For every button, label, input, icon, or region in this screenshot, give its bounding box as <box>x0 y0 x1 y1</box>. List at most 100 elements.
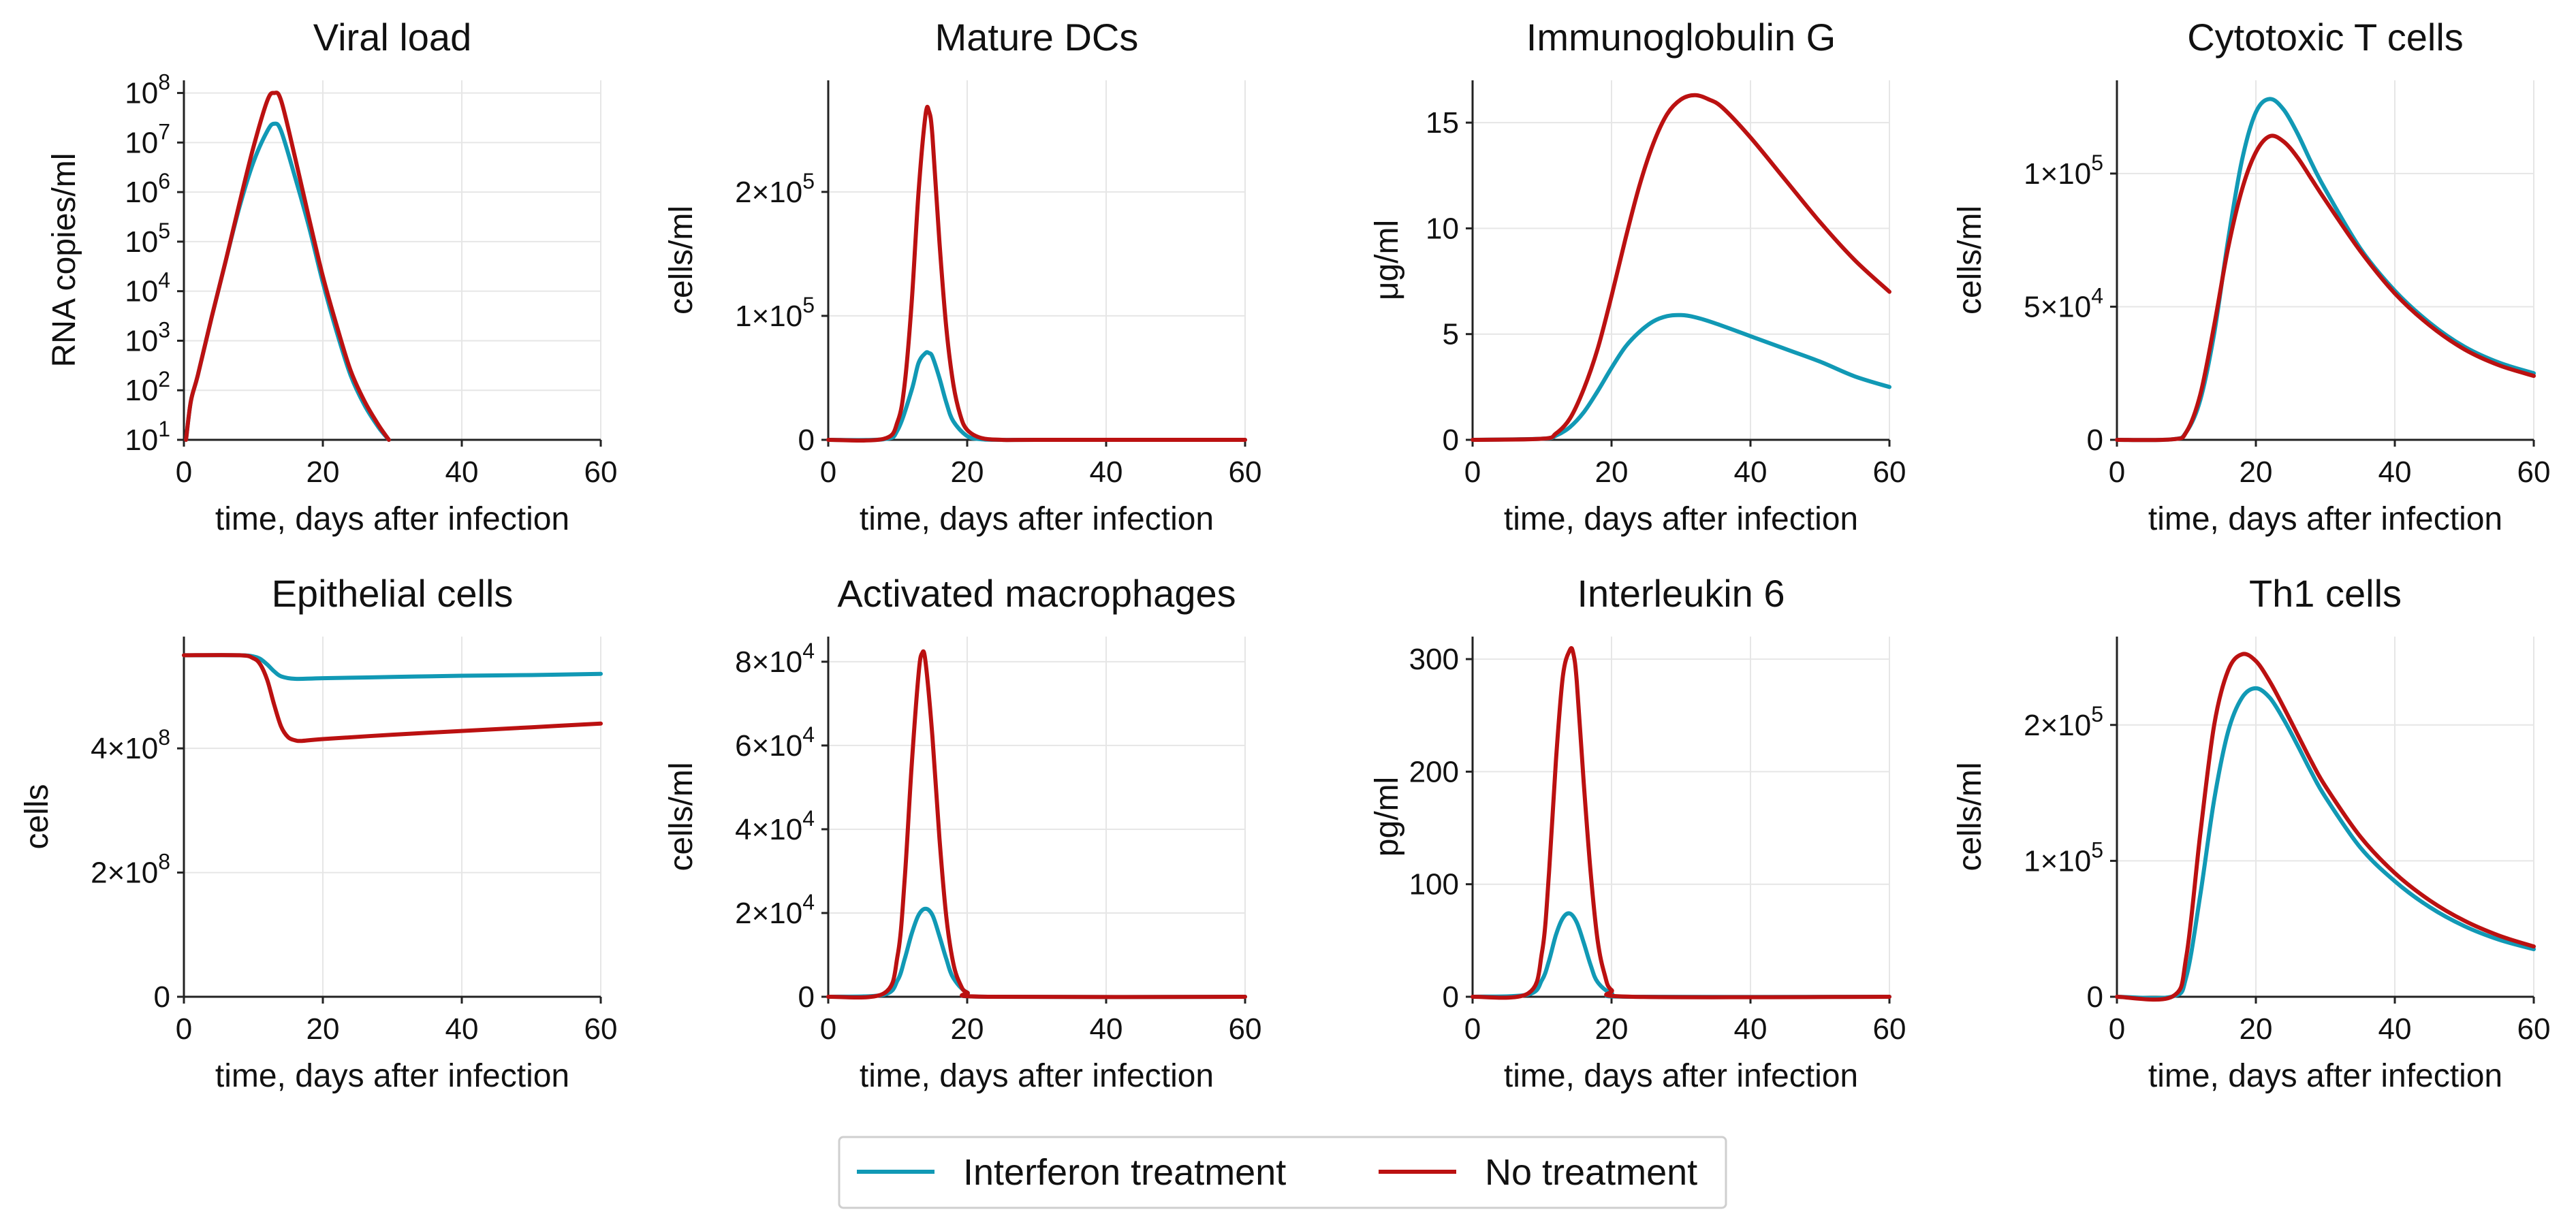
subplot-activated-macrophages: 0 20 40 60 0 2×104 4×104 6×104 8×104 Activated ma… <box>663 572 1261 1094</box>
series-line-no-treatment <box>826 104 1247 443</box>
y-axis-label: cells/ml <box>663 762 700 871</box>
x-tick-label: 20 <box>951 455 984 489</box>
x-tick-label: 20 <box>307 1012 340 1046</box>
x-axis-label: time, days after infection <box>215 1058 569 1094</box>
y-tick-label: 0 <box>1443 423 1459 457</box>
y-tick-label: 300 <box>1409 643 1459 676</box>
x-tick-label: 20 <box>2240 455 2273 489</box>
y-tick-label: 6×104 <box>735 722 815 763</box>
x-tick-label: 0 <box>2109 1012 2125 1046</box>
y-tick-label: 5 <box>1443 318 1459 351</box>
y-axis-label: pg/ml <box>1369 777 1405 857</box>
subplot-title: Interleukin 6 <box>1577 572 1785 615</box>
x-tick-label: 60 <box>584 455 618 489</box>
y-tick-label: 0 <box>798 423 815 457</box>
x-tick-label: 60 <box>1873 1012 1906 1046</box>
x-tick-label: 40 <box>1734 455 1768 489</box>
x-tick-label: 60 <box>1873 455 1906 489</box>
subplot-interleukin-6: 0 20 40 60 0 100 200 300 Interleukin 6 time, days… <box>1369 572 1906 1094</box>
series-line-interferon-treatment <box>1471 313 1891 442</box>
x-tick-label: 60 <box>1229 1012 1262 1046</box>
series-line-no-treatment <box>2115 652 2536 1002</box>
subplot-title: Mature DCs <box>935 16 1139 59</box>
subplot-mature-dcs: 0 20 40 60 0 1×105 2×105 Mature DCs time, days a… <box>663 16 1261 537</box>
series-line-interferon-treatment <box>2115 97 2536 443</box>
legend-label-interferon: Interferon treatment <box>963 1152 1286 1193</box>
y-tick-label: 4×108 <box>91 725 170 765</box>
x-tick-label: 20 <box>1595 455 1629 489</box>
x-tick-label: 40 <box>1090 455 1123 489</box>
subplot-th1-cells: 0 20 40 60 0 1×105 2×105 Th1 cells time, days af… <box>1952 572 2550 1094</box>
x-tick-label: 0 <box>820 455 836 489</box>
x-axis-label: time, days after infection <box>1504 1058 1858 1094</box>
legend-frame <box>838 1136 1727 1209</box>
subplot-title: Activated macrophages <box>837 572 1236 615</box>
y-tick-label: 1×105 <box>735 293 815 333</box>
y-tick-label: 0 <box>2087 423 2103 457</box>
x-tick-label: 60 <box>2517 1012 2551 1046</box>
x-tick-label: 40 <box>1090 1012 1123 1046</box>
y-tick-label: 2×105 <box>2024 702 2103 742</box>
subplot-title: Th1 cells <box>2249 572 2402 615</box>
y-tick-label: 2×104 <box>735 890 815 930</box>
y-tick-label: 104 <box>125 268 170 308</box>
series-line-no-treatment <box>2115 133 2536 443</box>
x-tick-label: 40 <box>2378 1012 2412 1046</box>
series-line-no-treatment <box>184 91 391 442</box>
x-tick-label: 20 <box>307 455 340 489</box>
y-tick-label: 100 <box>1409 868 1459 901</box>
y-tick-label: 10 <box>1426 212 1459 245</box>
series-line-interferon-treatment <box>2115 686 2536 1000</box>
x-tick-label: 0 <box>1464 455 1481 489</box>
x-tick-label: 60 <box>584 1012 618 1046</box>
y-tick-label: 105 <box>125 219 170 259</box>
y-axis-label: cells <box>19 784 55 849</box>
series-line-no-treatment <box>1471 93 1891 442</box>
y-tick-label: 0 <box>2087 980 2103 1014</box>
x-tick-label: 40 <box>1734 1012 1768 1046</box>
subplot-cytotoxic-t-cells: 0 20 40 60 0 5×104 1×105 Cytotoxic T cells time,… <box>1952 16 2550 537</box>
subplot-title: Immunoglobulin G <box>1526 16 1836 59</box>
legend: Interferon treatment No treatment <box>838 1136 1727 1209</box>
y-tick-label: 108 <box>125 70 170 110</box>
series-line-interferon-treatment <box>182 653 603 682</box>
subplot-title: Cytotoxic T cells <box>2187 16 2464 59</box>
y-axis-label: cells/ml <box>1952 206 1988 315</box>
y-tick-label: 0 <box>798 980 815 1014</box>
x-axis-label: time, days after infection <box>860 1058 1214 1094</box>
series-line-interferon-treatment <box>826 350 1247 443</box>
x-tick-label: 0 <box>2109 455 2125 489</box>
y-tick-label: 5×104 <box>2024 283 2103 323</box>
x-axis-label: time, days after infection <box>860 501 1214 537</box>
subplot-immunoglobulin-g: 0 20 40 60 0 5 10 15 Immunoglobulin G time, days … <box>1369 16 1906 537</box>
y-tick-label: 2×105 <box>735 169 815 209</box>
y-tick-label: 8×104 <box>735 639 815 679</box>
subplot-title: Epithelial cells <box>272 572 514 615</box>
y-tick-label: 101 <box>125 417 170 457</box>
subplot-title: Viral load <box>313 16 471 59</box>
series-line-no-treatment <box>826 649 1247 1000</box>
y-tick-label: 1×105 <box>2024 150 2103 191</box>
x-axis-label: time, days after infection <box>1504 501 1858 537</box>
x-tick-label: 60 <box>2517 455 2551 489</box>
y-tick-label: 107 <box>125 119 170 159</box>
y-tick-label: 15 <box>1426 106 1459 140</box>
y-tick-label: 200 <box>1409 755 1459 788</box>
x-tick-label: 0 <box>176 1012 192 1046</box>
series-line-no-treatment <box>182 653 603 743</box>
x-tick-label: 0 <box>176 455 192 489</box>
y-tick-label: 0 <box>1443 980 1459 1014</box>
y-tick-label: 4×104 <box>735 806 815 846</box>
y-tick-label: 2×108 <box>91 850 170 890</box>
x-tick-label: 20 <box>951 1012 984 1046</box>
x-tick-label: 20 <box>1595 1012 1629 1046</box>
subplot-viral-load: 0 20 40 60 101 102 103 104 105 106 107 108 Viral loa… <box>46 16 617 537</box>
y-tick-label: 102 <box>125 367 170 407</box>
y-axis-label: cells/ml <box>663 206 700 315</box>
x-axis-label: time, days after infection <box>2148 1058 2502 1094</box>
x-tick-label: 20 <box>2240 1012 2273 1046</box>
x-tick-label: 0 <box>1464 1012 1481 1046</box>
subplot-epithelial-cells: 0 20 40 60 0 2×108 4×108 Epithelial cells time, … <box>19 572 617 1094</box>
